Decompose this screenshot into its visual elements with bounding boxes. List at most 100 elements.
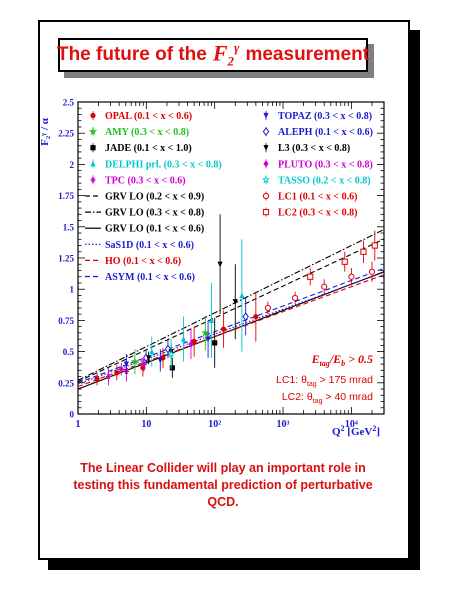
slide-title: The future of the F2γ measurement [56, 40, 370, 70]
marker-star-open [166, 349, 176, 358]
annotation-energy-cut: Etag/Eb > 0.5 [311, 352, 373, 368]
y-tick-label: 2.5 [63, 98, 75, 108]
marker-dot [114, 370, 120, 376]
legend-label: GRV LO (0.1 < x < 0.6) [105, 224, 204, 235]
y-tick-label: 2.25 [58, 129, 74, 139]
y-tick-label: 1 [70, 285, 75, 295]
y-axis-label: F₂ᵞ / α [39, 117, 51, 146]
y-tick-label: 1.75 [58, 191, 74, 201]
marker-dot [90, 112, 96, 119]
y-tick-label: 0 [70, 410, 75, 420]
marker-triangle [180, 336, 187, 342]
marker-triangle-down [146, 355, 152, 361]
axis-ticks: 1 10 10² 10³ 10⁴ 0 0.25 0.5 0.75 1 1.25 1.5 1.75 2 2.2… [58, 98, 385, 430]
marker-triangle [208, 317, 215, 323]
marker-circle-open [264, 304, 271, 312]
annotation-lc1: LC1: θtag > 175 mrad [276, 374, 373, 388]
marker-triangle-down [232, 299, 238, 305]
x-axis-label: Q2 [GeV2] [332, 424, 380, 438]
title-math: F2γ [212, 40, 240, 69]
y-tick-label: 0.5 [63, 347, 75, 357]
marker-square [212, 340, 218, 346]
curve-dashed [77, 238, 385, 383]
annotations: Etag/Eb > 0.5 LC1: θtag > 175 mrad LC2: θt… [276, 352, 373, 405]
title-prefix: The future of the [56, 44, 207, 65]
legend: OPAL (0.1 < x < 0.6) AMY (0.3 < x < 0.8) J… [85, 111, 373, 283]
legend-label: LC2 (0.3 < x < 0.8) [278, 208, 357, 219]
title-suffix: measurement [245, 44, 370, 65]
marker-triangle-down [157, 357, 163, 364]
marker-triangle-down [123, 361, 129, 368]
data-points [94, 214, 378, 386]
marker-triangle [90, 160, 96, 167]
legend-label: TOPAZ (0.3 < x < 0.8) [278, 111, 372, 122]
marker-square-open [262, 209, 270, 216]
marker-triangle-down [263, 112, 269, 119]
caption-line-2: testing this fundamental prediction of p… [73, 478, 373, 492]
x-tick-label: 10⁴ [345, 419, 358, 430]
caption-line-1: The Linear Collider will play an importa… [80, 461, 366, 475]
legend-label: OPAL (0.1 < x < 0.6) [105, 111, 192, 122]
marker-square [169, 365, 175, 371]
marker-star-open [261, 175, 271, 184]
marker-triangle-down [217, 261, 223, 268]
f2-gamma-chart: 1 10 10² 10³ 10⁴ 0 0.25 0.5 0.75 1 1.25 1.5 1.75 2 2.2… [39, 98, 385, 438]
marker-square-open [360, 248, 367, 255]
legend-label: TPC (0.3 < x < 0.6) [105, 175, 186, 186]
marker-diamond [188, 340, 194, 348]
legend-label: GRV LO (0.2 < x < 0.9) [105, 192, 204, 203]
marker-circle-open [348, 273, 355, 280]
marker-circle-open [262, 192, 270, 200]
legend-label: ASYM (0.1 < x < 0.6) [105, 272, 195, 283]
marker-square-open [371, 242, 378, 249]
marker-circle-open [291, 294, 299, 302]
legend-label: AMY (0.3 < x < 0.8) [105, 127, 189, 138]
marker-triangle-down [205, 336, 211, 343]
marker-diamond [118, 365, 124, 373]
curve-dashed [77, 267, 385, 384]
marker-diamond-open [242, 312, 249, 322]
marker-diamond [263, 160, 269, 168]
legend-label: ALEPH (0.1 < x < 0.6) [278, 127, 373, 138]
curve-dashed [77, 274, 385, 388]
marker-star [201, 328, 210, 337]
marker-dot [191, 339, 197, 345]
y-tick-label: 2 [70, 160, 75, 170]
legend-label: L3 (0.3 < x < 0.8) [278, 143, 350, 154]
marker-triangle-down [263, 145, 269, 151]
x-tick-label: 10 [141, 419, 151, 430]
marker-dot [94, 376, 100, 382]
legend-label: JADE (0.1 < x < 1.0) [105, 143, 192, 154]
marker-square-open [341, 258, 348, 265]
legend-label: DELPHI prl. (0.3 < x < 0.8) [105, 159, 222, 170]
marker-diamond [141, 360, 147, 368]
marker-dot [221, 326, 227, 332]
y-tick-label: 0.75 [58, 316, 74, 326]
marker-star [130, 357, 140, 366]
y-tick-label: 1.5 [63, 222, 75, 232]
legend-label: GRV LO (0.3 < x < 0.8) [105, 208, 204, 219]
x-tick-label: 10³ [277, 419, 290, 430]
title-box: The future of the F2γ measurement [56, 38, 370, 72]
y-tick-label: 1.25 [58, 254, 74, 264]
caption-line-3: QCD. [207, 495, 239, 509]
marker-dot [253, 314, 259, 320]
theory-curves [77, 228, 385, 390]
legend-label: SaS1D (0.1 < x < 0.6) [105, 240, 194, 251]
curve-dashdot [77, 228, 385, 381]
marker-asterisk-arm [91, 177, 95, 183]
marker-diamond-open [262, 127, 270, 137]
legend-label: PLUTO (0.3 < x < 0.8) [278, 159, 373, 170]
marker-square-open [307, 273, 314, 280]
annotation-lc2: LC2: θtag > 40 mrad [282, 391, 373, 405]
marker-asterisk-arm [106, 374, 111, 380]
marker-triangle [239, 292, 245, 299]
x-tick-label: 1 [76, 419, 81, 430]
marker-square [90, 145, 96, 151]
marker-star [88, 127, 98, 136]
legend-label: HO (0.1 < x < 0.6) [105, 256, 181, 267]
marker-circle-open [368, 268, 376, 275]
caption: The Linear Collider will play an importa… [58, 460, 388, 511]
marker-circle-open [321, 283, 328, 290]
y-tick-label: 0.25 [58, 378, 74, 388]
